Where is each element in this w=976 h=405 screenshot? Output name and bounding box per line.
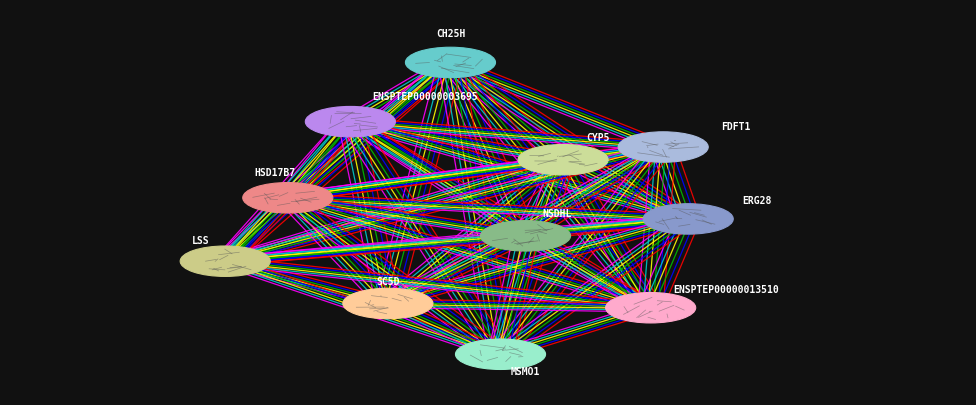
Circle shape <box>606 293 696 323</box>
Text: CH25H: CH25H <box>435 29 466 39</box>
Circle shape <box>305 107 395 138</box>
Circle shape <box>181 246 270 277</box>
Circle shape <box>480 221 571 252</box>
Circle shape <box>405 48 496 79</box>
Text: FDFT1: FDFT1 <box>721 122 751 132</box>
Text: CYP5: CYP5 <box>587 132 610 143</box>
Text: HSD17B7: HSD17B7 <box>255 168 296 178</box>
Text: MSMO1: MSMO1 <box>510 367 541 376</box>
Text: ERG28: ERG28 <box>743 196 772 206</box>
Text: NSDHL: NSDHL <box>542 209 572 219</box>
Circle shape <box>456 339 546 369</box>
Text: LSS: LSS <box>191 236 209 245</box>
Text: SC5D: SC5D <box>376 276 399 286</box>
Circle shape <box>518 145 608 175</box>
Circle shape <box>618 132 709 163</box>
Circle shape <box>643 204 733 234</box>
Text: ENSPTEP00000013510: ENSPTEP00000013510 <box>672 284 779 294</box>
Circle shape <box>343 288 433 319</box>
Circle shape <box>243 183 333 213</box>
Text: ENSPTEP00000003695: ENSPTEP00000003695 <box>373 92 478 102</box>
